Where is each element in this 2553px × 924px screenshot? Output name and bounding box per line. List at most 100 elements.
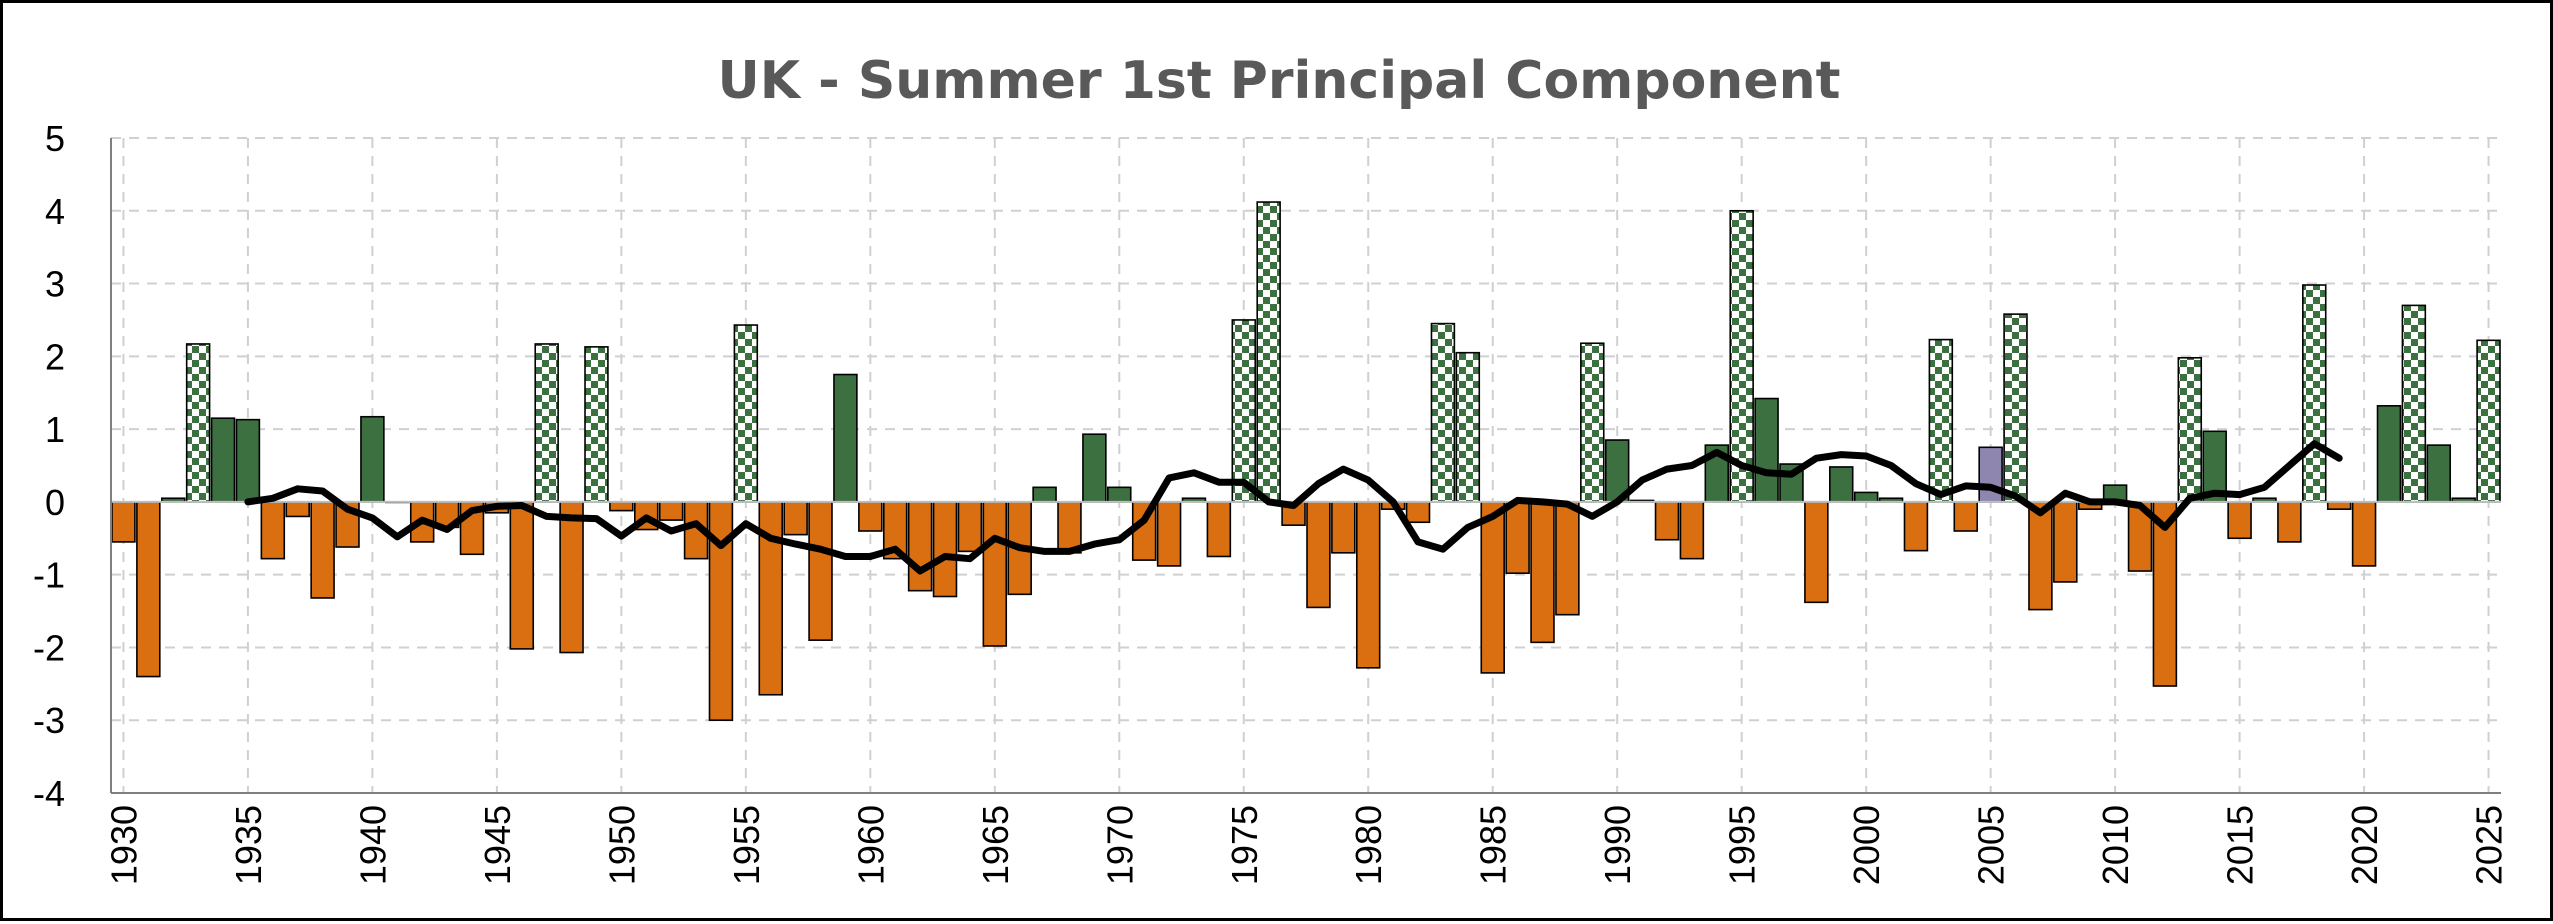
y-tick-label: -2 xyxy=(33,627,65,668)
x-tick-label: 1935 xyxy=(228,805,269,885)
bar xyxy=(2277,501,2302,543)
bar xyxy=(1530,501,1555,644)
bar xyxy=(136,501,161,678)
bar xyxy=(1928,338,1954,503)
x-tick-label: 1940 xyxy=(352,805,393,885)
bar xyxy=(1505,501,1530,575)
y-axis-tick-labels: 5 4 3 2 1 0 -1 -2 -3 -4 xyxy=(33,118,65,814)
bar xyxy=(2053,501,2078,583)
bar xyxy=(1331,501,1356,554)
bar xyxy=(2376,405,2402,503)
y-tick-label: 4 xyxy=(45,191,65,232)
bar xyxy=(1654,501,1680,541)
x-tick-label: 2025 xyxy=(2469,805,2510,885)
bar xyxy=(1580,342,1605,503)
bar xyxy=(559,501,584,654)
x-tick-label: 1970 xyxy=(1099,805,1140,885)
bar xyxy=(1430,322,1456,503)
bar xyxy=(360,415,385,503)
bar xyxy=(1829,466,1854,503)
x-tick-label: 1930 xyxy=(103,805,144,885)
bar xyxy=(1903,501,1929,552)
bar xyxy=(111,501,136,543)
bar xyxy=(808,501,833,641)
bar xyxy=(235,418,261,503)
x-tick-label: 1985 xyxy=(1473,805,1514,885)
bar xyxy=(833,373,858,503)
bar xyxy=(285,501,310,518)
bar xyxy=(2351,501,2377,567)
bar xyxy=(1804,501,1829,604)
x-tick-label: 1945 xyxy=(477,805,518,885)
x-tick-label: 1950 xyxy=(601,805,642,885)
bar xyxy=(210,417,236,503)
bar xyxy=(1853,491,1879,503)
bar xyxy=(609,501,634,512)
bar xyxy=(1555,501,1580,616)
bar xyxy=(1256,201,1281,503)
bar xyxy=(1057,501,1082,554)
bar xyxy=(1355,501,1381,669)
x-tick-label: 2010 xyxy=(2095,805,2136,885)
bar xyxy=(1455,351,1481,503)
x-tick-label: 1955 xyxy=(726,805,767,885)
bar xyxy=(2227,501,2252,540)
smoothed-series-line xyxy=(244,440,2343,575)
x-tick-label: 2015 xyxy=(2220,805,2261,885)
x-tick-label: 2000 xyxy=(1846,805,1887,885)
y-tick-label: 1 xyxy=(45,409,65,450)
bar xyxy=(2401,304,2427,503)
bar-chart: UK - Summer 1st Principal Component 5 4 3 2… xyxy=(33,51,2510,885)
bar xyxy=(534,343,559,503)
bar xyxy=(1679,501,1705,560)
bar xyxy=(1082,433,1107,503)
bar xyxy=(1306,501,1331,609)
bar xyxy=(1480,501,1505,674)
x-tick-label: 2020 xyxy=(2344,805,2385,885)
x-tick-label: 1980 xyxy=(1348,805,1389,885)
y-tick-label: -1 xyxy=(33,555,65,596)
bar xyxy=(907,501,933,592)
y-tick-label: 3 xyxy=(45,264,65,305)
x-tick-label: 1975 xyxy=(1224,805,1265,885)
bar xyxy=(858,501,883,532)
bar xyxy=(1156,501,1182,567)
bar xyxy=(1231,319,1257,503)
bar xyxy=(2302,284,2327,503)
x-tick-label: 1995 xyxy=(1722,805,1763,885)
bar xyxy=(1032,486,1057,503)
bar xyxy=(1754,397,1779,503)
bar xyxy=(310,501,335,599)
chart-title: UK - Summer 1st Principal Component xyxy=(718,51,1841,111)
bar xyxy=(1107,486,1132,503)
bar xyxy=(260,501,286,560)
x-tick-label: 2005 xyxy=(1971,805,2012,885)
grid xyxy=(111,137,2501,794)
x-tick-label: 1990 xyxy=(1597,805,1638,885)
x-axis-tick-labels: 1930 1935 1940 1945 1950 1955 1960 1965 1970 1975… xyxy=(103,805,2509,885)
bar xyxy=(2476,339,2501,503)
x-tick-label: 1965 xyxy=(975,805,1016,885)
y-tick-label: 2 xyxy=(45,336,65,377)
bar xyxy=(783,501,808,536)
bar xyxy=(1953,501,1978,532)
bar xyxy=(1206,501,1232,558)
y-tick-label: 0 xyxy=(45,482,65,523)
bar xyxy=(185,343,211,503)
bar xyxy=(982,501,1008,647)
y-tick-label: 5 xyxy=(45,118,65,159)
bar xyxy=(2426,444,2452,503)
bars xyxy=(111,201,2501,722)
bar xyxy=(584,346,609,503)
bar xyxy=(957,501,983,553)
y-tick-label: -3 xyxy=(33,700,65,741)
bar xyxy=(2028,501,2053,611)
y-tick-label: -4 xyxy=(33,773,65,814)
smoothed-line xyxy=(244,440,2343,575)
bar xyxy=(932,501,958,598)
bar xyxy=(658,501,684,521)
bar xyxy=(2326,501,2352,510)
bar xyxy=(2177,356,2203,503)
x-tick-label: 1960 xyxy=(850,805,891,885)
